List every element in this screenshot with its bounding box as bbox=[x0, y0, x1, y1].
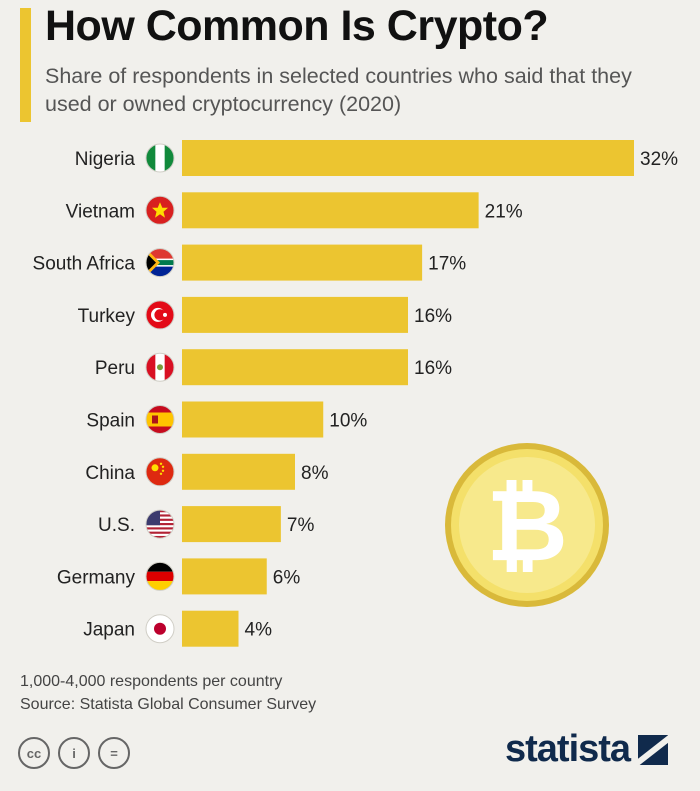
no-derivatives-icon[interactable]: = bbox=[98, 737, 130, 769]
category-label: South Africa bbox=[33, 254, 136, 275]
japan-flag-icon bbox=[145, 614, 175, 644]
value-label: 17% bbox=[428, 254, 466, 275]
value-label: 16% bbox=[414, 306, 452, 327]
value-label: 8% bbox=[301, 463, 329, 484]
value-label: 6% bbox=[273, 567, 301, 588]
respondents-note: 1,000-4,000 respondents per country bbox=[20, 673, 283, 690]
bar-1 bbox=[182, 192, 479, 229]
germany-flag-icon bbox=[145, 561, 175, 591]
bitcoin-coin-icon: ₿ bbox=[445, 443, 609, 607]
china-flag-icon bbox=[145, 457, 175, 487]
page-subtitle: Share of respondents in selected countri… bbox=[45, 64, 632, 116]
svg-text:₿: ₿ bbox=[486, 467, 568, 584]
category-label: Japan bbox=[83, 620, 135, 641]
category-label: Turkey bbox=[78, 306, 136, 327]
category-label: China bbox=[85, 463, 135, 484]
statista-logo[interactable]: statista bbox=[505, 728, 669, 771]
bar-6 bbox=[182, 453, 295, 490]
category-label: U.S. bbox=[98, 515, 135, 536]
category-label: Germany bbox=[57, 567, 136, 588]
value-label: 7% bbox=[287, 515, 315, 536]
cc-icon[interactable]: cc bbox=[18, 737, 50, 769]
title-accent-bar bbox=[20, 8, 31, 122]
statista-mark-icon bbox=[638, 734, 669, 765]
brand-name: statista bbox=[505, 728, 631, 770]
category-label: Nigeria bbox=[75, 149, 136, 170]
category-label: Peru bbox=[95, 358, 135, 379]
bar-3 bbox=[182, 296, 408, 333]
value-label: 32% bbox=[640, 149, 678, 170]
category-label: Vietnam bbox=[66, 201, 135, 222]
bar-8 bbox=[182, 558, 267, 595]
bar-9 bbox=[182, 610, 239, 647]
turkey-flag-icon bbox=[145, 300, 175, 330]
us-flag-icon bbox=[145, 509, 175, 539]
bar-chart: Nigeria 32% Vietnam 21% South Africa 17% Turke… bbox=[33, 140, 678, 647]
bar-0 bbox=[182, 140, 634, 176]
nigeria-flag-icon bbox=[145, 143, 175, 173]
value-label: 4% bbox=[245, 620, 273, 641]
spain-flag-icon bbox=[145, 405, 175, 434]
vietnam-flag-icon bbox=[145, 195, 175, 225]
license-icons: cc i = bbox=[18, 737, 130, 769]
bar-5 bbox=[182, 401, 324, 438]
page-title: How Common Is Crypto? bbox=[45, 2, 549, 50]
value-label: 10% bbox=[329, 411, 367, 432]
category-label: Spain bbox=[86, 411, 135, 432]
value-label: 16% bbox=[414, 358, 452, 379]
peru-flag-icon bbox=[145, 352, 175, 382]
source-note: Source: Statista Global Consumer Survey bbox=[20, 696, 317, 713]
bar-4 bbox=[182, 349, 408, 386]
south-africa-flag-icon bbox=[145, 248, 175, 278]
attribution-icon[interactable]: i bbox=[58, 737, 90, 769]
value-label: 21% bbox=[485, 201, 523, 222]
bar-2 bbox=[182, 244, 423, 281]
bar-7 bbox=[182, 506, 281, 543]
